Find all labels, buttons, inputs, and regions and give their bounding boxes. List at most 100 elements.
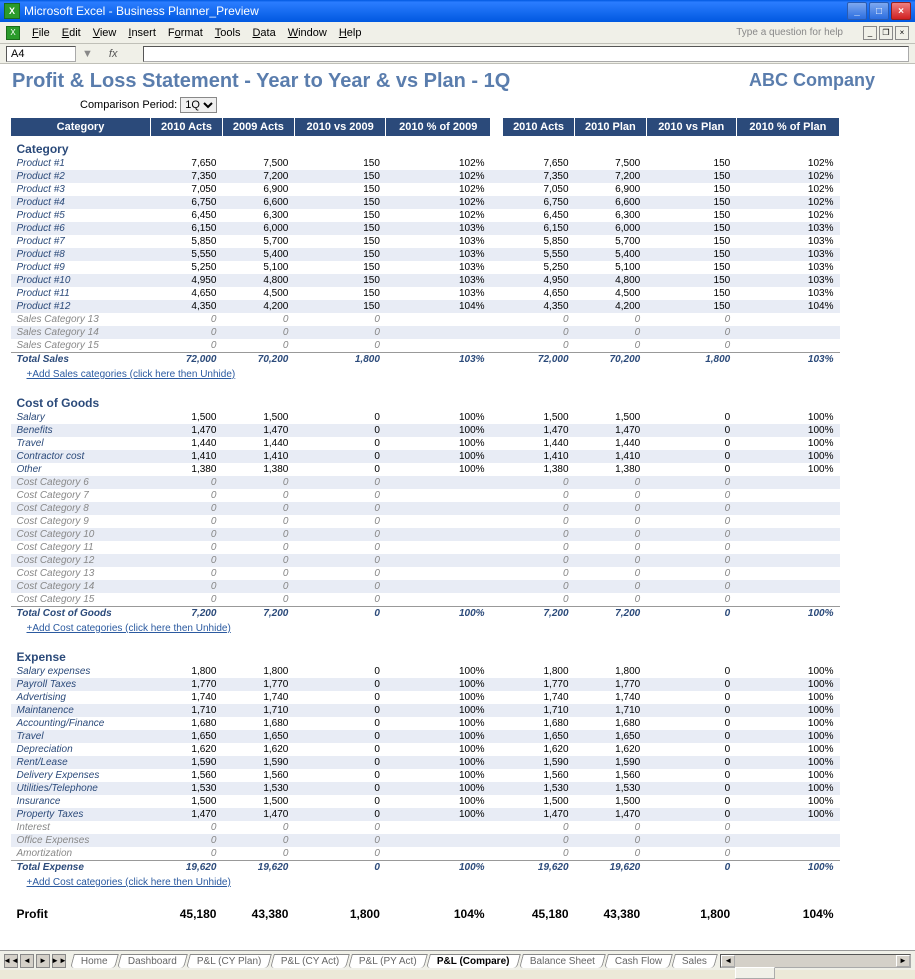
excel-icon: X (4, 3, 20, 19)
table-row[interactable]: Sales Category 15000000 (11, 339, 840, 353)
doc-icon[interactable]: X (6, 26, 20, 40)
window-title: Microsoft Excel - Business Planner_Previ… (24, 4, 847, 18)
sheet-tab[interactable]: P&L (CY Plan) (186, 954, 272, 968)
table-row[interactable]: Product #114,6504,500150103%4,6504,50015… (11, 287, 840, 300)
scroll-right-button[interactable]: ► (896, 955, 910, 967)
table-row[interactable]: Depreciation1,6201,6200100%1,6201,620010… (11, 743, 840, 756)
table-row[interactable]: Travel1,6501,6500100%1,6501,6500100% (11, 730, 840, 743)
table-row[interactable]: Insurance1,5001,5000100%1,5001,5000100% (11, 795, 840, 808)
hdr-c5: 2010 Acts (503, 118, 575, 137)
table-row[interactable]: Profit45,18043,3801,800104%45,18043,3801… (11, 899, 840, 922)
table-row[interactable]: Product #66,1506,000150103%6,1506,000150… (11, 222, 840, 235)
table-row[interactable]: Payroll Taxes1,7701,7700100%1,7701,77001… (11, 678, 840, 691)
table-row[interactable]: Cost Category 7000000 (11, 489, 840, 502)
period-label: Comparison Period: (80, 99, 177, 111)
table-row[interactable]: Product #75,8505,700150103%5,8505,700150… (11, 235, 840, 248)
table-row[interactable]: Product #95,2505,100150103%5,2505,100150… (11, 261, 840, 274)
table-row[interactable]: Other1,3801,3800100%1,3801,3800100% (11, 463, 840, 476)
table-row[interactable]: Total Cost of Goods7,2007,2000100%7,2007… (11, 607, 840, 621)
table-row[interactable]: Cost Category 12000000 (11, 554, 840, 567)
table-row[interactable]: Office Expenses000000 (11, 834, 840, 847)
sheet-tab[interactable]: Home (70, 954, 118, 968)
add-categories-link[interactable]: +Add Sales categories (click here then U… (17, 367, 834, 390)
tab-prev-button[interactable]: ◄ (20, 954, 34, 968)
table-row[interactable]: Cost Category 15000000 (11, 593, 840, 607)
add-categories-link[interactable]: +Add Cost categories (click here then Un… (17, 621, 834, 644)
table-row[interactable]: Amortization000000 (11, 847, 840, 861)
name-box[interactable]: A4 (6, 46, 76, 62)
table-row[interactable]: Cost Category 10000000 (11, 528, 840, 541)
formula-input[interactable] (143, 46, 909, 62)
table-row[interactable]: Product #104,9504,800150103%4,9504,80015… (11, 274, 840, 287)
table-row[interactable]: Accounting/Finance1,6801,6800100%1,6801,… (11, 717, 840, 730)
menu-edit[interactable]: Edit (62, 27, 81, 39)
sheet-tab[interactable]: P&L (CY Act) (270, 954, 350, 968)
sheet-tabs-bar: ◄◄ ◄ ► ►► HomeDashboardP&L (CY Plan)P&L … (0, 950, 915, 970)
horizontal-scrollbar[interactable]: ◄ ► (720, 954, 911, 968)
fx-label: fx (109, 48, 118, 60)
table-row[interactable]: Product #124,3504,200150104%4,3504,20015… (11, 300, 840, 313)
table-row[interactable]: Cost Category 6000000 (11, 476, 840, 489)
add-categories-link[interactable]: +Add Cost categories (click here then Un… (17, 875, 834, 898)
section-header: Category (11, 137, 840, 158)
scroll-thumb[interactable] (735, 967, 775, 979)
table-row[interactable]: Total Sales72,00070,2001,800103%72,00070… (11, 353, 840, 367)
sheet-tab[interactable]: Balance Sheet (519, 954, 606, 968)
tab-next-button[interactable]: ► (36, 954, 50, 968)
menu-bar: X File Edit View Insert Format Tools Dat… (0, 22, 915, 44)
table-row[interactable]: Travel1,4401,4400100%1,4401,4400100% (11, 437, 840, 450)
minimize-button[interactable]: _ (847, 2, 867, 20)
table-row[interactable]: Total Expense19,62019,6200100%19,62019,6… (11, 861, 840, 875)
table-row[interactable]: Product #37,0506,900150102%7,0506,900150… (11, 183, 840, 196)
close-button[interactable]: × (891, 2, 911, 20)
table-row[interactable]: Product #46,7506,600150102%6,7506,600150… (11, 196, 840, 209)
maximize-button[interactable]: □ (869, 2, 889, 20)
sheet-tab[interactable]: Cash Flow (604, 954, 673, 968)
sheet-tab[interactable]: Dashboard (117, 954, 188, 968)
menu-view[interactable]: View (93, 27, 117, 39)
header-row: Category 2010 Acts 2009 Acts 2010 vs 200… (11, 118, 840, 137)
tab-last-button[interactable]: ►► (52, 954, 66, 968)
table-row[interactable]: Maintanence1,7101,7100100%1,7101,7100100… (11, 704, 840, 717)
table-row[interactable]: Advertising1,7401,7400100%1,7401,7400100… (11, 691, 840, 704)
table-row[interactable]: Cost Category 9000000 (11, 515, 840, 528)
table-row[interactable]: Cost Category 13000000 (11, 567, 840, 580)
table-row[interactable]: Utilities/Telephone1,5301,5300100%1,5301… (11, 782, 840, 795)
help-search[interactable]: Type a question for help (736, 27, 843, 38)
table-row[interactable]: Cost Category 11000000 (11, 541, 840, 554)
table-row[interactable]: Delivery Expenses1,5601,5600100%1,5601,5… (11, 769, 840, 782)
table-row[interactable]: Sales Category 14000000 (11, 326, 840, 339)
doc-restore-button[interactable]: ❐ (879, 26, 893, 40)
table-row[interactable]: Product #85,5505,400150103%5,5505,400150… (11, 248, 840, 261)
table-row[interactable]: Product #56,4506,300150102%6,4506,300150… (11, 209, 840, 222)
table-row[interactable]: Interest000000 (11, 821, 840, 834)
period-select[interactable]: 1Q (180, 97, 217, 113)
table-row[interactable]: Cost Category 8000000 (11, 502, 840, 515)
table-row[interactable]: Salary expenses1,8001,8000100%1,8001,800… (11, 665, 840, 678)
table-row[interactable]: Property Taxes1,4701,4700100%1,4701,4700… (11, 808, 840, 821)
doc-minimize-button[interactable]: _ (863, 26, 877, 40)
table-row[interactable]: Salary1,5001,5000100%1,5001,5000100% (11, 411, 840, 424)
menu-data[interactable]: Data (252, 27, 275, 39)
table-row[interactable]: Benefits1,4701,4700100%1,4701,4700100% (11, 424, 840, 437)
table-row[interactable]: Cost Category 14000000 (11, 580, 840, 593)
scroll-left-button[interactable]: ◄ (721, 955, 735, 967)
section-header: Expense (11, 645, 840, 665)
menu-format[interactable]: Format (168, 27, 203, 39)
table-row[interactable]: Contractor cost1,4101,4100100%1,4101,410… (11, 450, 840, 463)
doc-close-button[interactable]: × (895, 26, 909, 40)
menu-insert[interactable]: Insert (128, 27, 156, 39)
sheet-tab[interactable]: P&L (Compare) (426, 954, 520, 968)
menu-file[interactable]: File (32, 27, 50, 39)
table-row[interactable]: Product #17,6507,500150102%7,6507,500150… (11, 157, 840, 170)
menu-tools[interactable]: Tools (215, 27, 241, 39)
table-row[interactable]: Product #27,3507,200150102%7,3507,200150… (11, 170, 840, 183)
menu-window[interactable]: Window (288, 27, 327, 39)
table-row[interactable]: Rent/Lease1,5901,5900100%1,5901,5900100% (11, 756, 840, 769)
tab-first-button[interactable]: ◄◄ (4, 954, 18, 968)
menu-help[interactable]: Help (339, 27, 362, 39)
worksheet-area[interactable]: ABC Company Profit & Loss Statement - Ye… (0, 64, 915, 950)
sheet-tab[interactable]: P&L (PY Act) (349, 954, 429, 968)
table-row[interactable]: Sales Category 13000000 (11, 313, 840, 326)
sheet-tab[interactable]: Sales (671, 954, 718, 968)
